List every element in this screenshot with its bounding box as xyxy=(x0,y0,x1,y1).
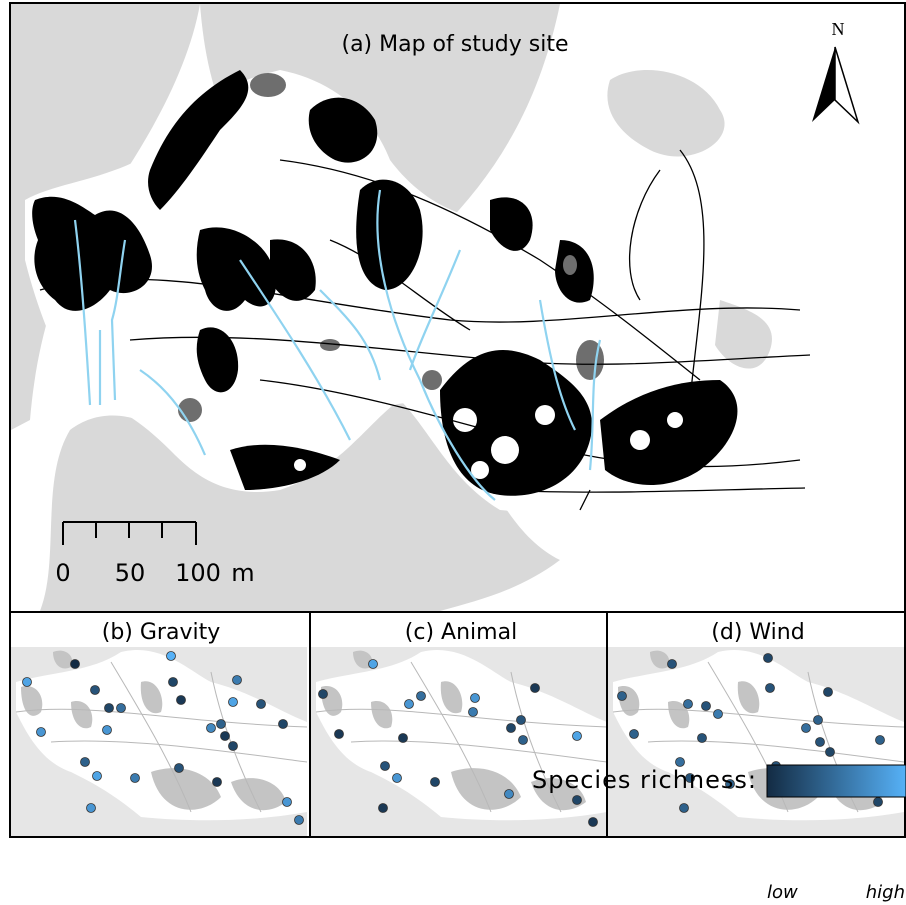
sample-point xyxy=(105,704,114,713)
sample-point xyxy=(87,804,96,813)
panel-map: (d) Wind xyxy=(608,620,904,837)
sample-point xyxy=(295,816,304,825)
sample-point xyxy=(175,764,184,773)
sample-point xyxy=(630,730,639,739)
sample-point xyxy=(217,720,226,729)
sample-point xyxy=(766,684,775,693)
legend-high: high xyxy=(866,882,905,903)
scale-label: 0 xyxy=(55,559,70,587)
sample-point xyxy=(684,700,693,709)
sample-point xyxy=(229,698,238,707)
sample-point xyxy=(381,762,390,771)
sample-point xyxy=(668,660,677,669)
sample-point xyxy=(131,774,140,783)
sample-point xyxy=(589,818,598,827)
sample-point xyxy=(618,692,627,701)
panel-title: (c) Animal xyxy=(405,620,517,645)
page: {"main_map": {"title": "(a) Map of study… xyxy=(0,0,906,905)
legend-title: Species richness: xyxy=(532,766,757,794)
sample-point xyxy=(93,772,102,781)
sample-point xyxy=(519,736,528,745)
sample-point xyxy=(764,654,773,663)
sample-point xyxy=(279,720,288,729)
sample-point xyxy=(169,678,178,687)
sample-point xyxy=(517,716,526,725)
legend-low: low xyxy=(767,882,798,903)
panel-map: (b) Gravity xyxy=(11,620,307,837)
sample-point xyxy=(23,678,32,687)
scale-label: 100 xyxy=(175,559,221,587)
sample-point xyxy=(91,686,100,695)
sample-point xyxy=(257,700,266,709)
figure: N (a) Map of study site 0 50 100 m (b) G… xyxy=(0,0,906,905)
background-land xyxy=(607,70,724,156)
sample-point xyxy=(507,724,516,733)
sample-point xyxy=(702,702,711,711)
panel-map: (c) Animal xyxy=(311,620,607,837)
sample-point xyxy=(71,660,80,669)
sample-point xyxy=(698,734,707,743)
sample-point xyxy=(469,708,478,717)
north-label: N xyxy=(832,19,845,39)
sample-point xyxy=(874,798,883,807)
panel-title: (d) Wind xyxy=(711,620,804,645)
sample-point xyxy=(177,696,186,705)
sample-point xyxy=(167,652,176,661)
sample-point xyxy=(802,724,811,733)
sample-point xyxy=(573,796,582,805)
sample-point xyxy=(417,692,426,701)
scale-label: 50 xyxy=(115,559,146,587)
panel-title: (b) Gravity xyxy=(102,620,220,645)
sample-point xyxy=(405,700,414,709)
sample-point xyxy=(680,804,689,813)
sample-point xyxy=(531,684,540,693)
sample-point xyxy=(283,798,292,807)
sample-point xyxy=(826,748,835,757)
map-title: (a) Map of study site xyxy=(341,32,568,57)
sample-point xyxy=(471,694,480,703)
sample-point xyxy=(369,660,378,669)
legend-gradient xyxy=(767,765,906,797)
sample-point xyxy=(81,758,90,767)
sample-point xyxy=(213,778,222,787)
sample-point xyxy=(393,774,402,783)
north-arrow xyxy=(835,47,858,122)
sample-point xyxy=(816,738,825,747)
sample-point xyxy=(399,734,408,743)
panels: (b) Gravity (c) Animal (d) Wind xyxy=(11,620,904,837)
sample-point xyxy=(335,730,344,739)
sample-point xyxy=(876,736,885,745)
sample-point xyxy=(37,728,46,737)
sample-point xyxy=(233,676,242,685)
sample-point xyxy=(207,724,216,733)
sample-point xyxy=(824,688,833,697)
north-arrow xyxy=(812,47,835,122)
sample-point xyxy=(814,716,823,725)
sample-point xyxy=(319,690,328,699)
sample-point xyxy=(221,732,230,741)
main-map xyxy=(11,4,820,611)
sample-point xyxy=(573,732,582,741)
scale-unit: m xyxy=(231,559,254,587)
sample-point xyxy=(229,742,238,751)
sample-point xyxy=(714,710,723,719)
sample-point xyxy=(431,778,440,787)
sample-point xyxy=(379,804,388,813)
sample-point xyxy=(505,790,514,799)
sample-point xyxy=(103,726,112,735)
sample-point xyxy=(117,704,126,713)
